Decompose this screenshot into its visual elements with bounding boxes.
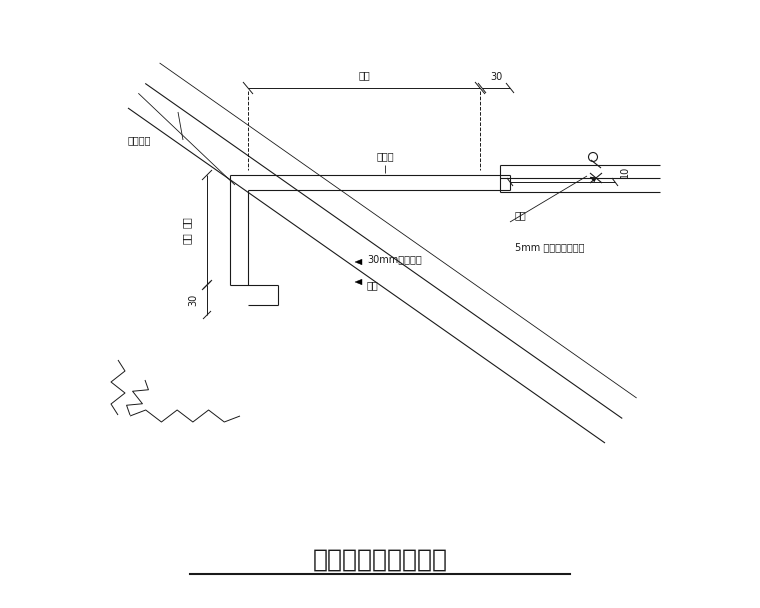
Text: 钢梯标准踏步节点图: 钢梯标准踏步节点图 [312, 548, 448, 572]
Text: 楼梁: 楼梁 [367, 280, 378, 290]
Text: 间隔拼: 间隔拼 [376, 151, 394, 161]
Text: 建筑边线: 建筑边线 [128, 135, 151, 145]
Text: 30: 30 [188, 294, 198, 306]
Text: 高距: 高距 [182, 232, 192, 244]
Text: 踏宽: 踏宽 [358, 70, 370, 80]
Text: 30: 30 [490, 72, 502, 82]
Text: 踏区: 踏区 [182, 216, 192, 228]
Text: 5mm 扁豆型花纹钢板: 5mm 扁豆型花纹钢板 [515, 242, 584, 252]
Text: 踏步: 踏步 [515, 210, 527, 220]
Text: 30mm厚主钢板: 30mm厚主钢板 [367, 254, 422, 264]
Polygon shape [590, 177, 597, 182]
Polygon shape [355, 259, 362, 265]
Polygon shape [355, 279, 362, 285]
Text: 10: 10 [620, 166, 630, 178]
